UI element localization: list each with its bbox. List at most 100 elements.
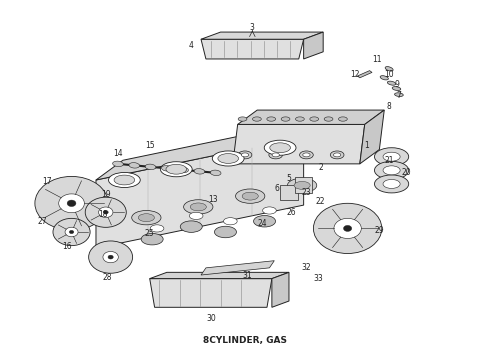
Ellipse shape (339, 117, 347, 121)
Ellipse shape (145, 164, 156, 170)
Text: 8CYLINDER, GAS: 8CYLINDER, GAS (203, 336, 287, 345)
Ellipse shape (374, 161, 409, 179)
Circle shape (343, 225, 352, 231)
Ellipse shape (238, 151, 252, 159)
Text: 15: 15 (145, 141, 154, 150)
Circle shape (314, 203, 382, 253)
Polygon shape (233, 125, 365, 164)
Circle shape (89, 241, 133, 273)
Polygon shape (150, 279, 272, 307)
Ellipse shape (190, 203, 206, 211)
Text: 13: 13 (208, 195, 218, 204)
Ellipse shape (269, 151, 283, 159)
Circle shape (35, 176, 108, 230)
Ellipse shape (212, 151, 244, 166)
Text: 8: 8 (387, 102, 392, 111)
Text: 18: 18 (98, 210, 108, 219)
Ellipse shape (129, 163, 140, 168)
Polygon shape (201, 39, 304, 59)
Ellipse shape (374, 148, 409, 166)
Ellipse shape (385, 67, 393, 71)
Circle shape (108, 255, 113, 259)
Text: 9: 9 (394, 81, 399, 90)
Ellipse shape (281, 117, 290, 121)
Circle shape (103, 211, 108, 214)
Ellipse shape (113, 161, 123, 167)
Circle shape (65, 227, 78, 237)
Ellipse shape (380, 76, 389, 80)
Ellipse shape (184, 200, 213, 214)
Text: 22: 22 (316, 197, 325, 206)
Text: 12: 12 (350, 70, 360, 79)
Circle shape (59, 194, 84, 213)
Text: 14: 14 (113, 149, 123, 158)
Text: 7: 7 (396, 91, 401, 100)
Ellipse shape (330, 151, 344, 159)
Circle shape (67, 200, 76, 207)
Polygon shape (150, 273, 289, 279)
Ellipse shape (264, 140, 296, 155)
Bar (280, 185, 298, 201)
Polygon shape (272, 273, 289, 307)
Text: 1: 1 (364, 141, 368, 150)
Polygon shape (357, 71, 372, 78)
Ellipse shape (210, 170, 221, 176)
Ellipse shape (303, 153, 310, 157)
Ellipse shape (166, 165, 187, 174)
Ellipse shape (310, 117, 318, 121)
Bar (295, 177, 313, 193)
Ellipse shape (150, 225, 164, 232)
Ellipse shape (189, 212, 203, 220)
Ellipse shape (108, 172, 140, 188)
Text: 5: 5 (287, 174, 292, 183)
Text: 29: 29 (374, 226, 384, 235)
Ellipse shape (324, 117, 333, 121)
Circle shape (53, 219, 90, 246)
Circle shape (69, 230, 74, 234)
Ellipse shape (299, 151, 313, 159)
Text: 21: 21 (384, 156, 394, 165)
Ellipse shape (242, 192, 258, 200)
Ellipse shape (236, 189, 265, 203)
Ellipse shape (263, 207, 276, 214)
Text: 17: 17 (42, 177, 52, 186)
Ellipse shape (218, 154, 239, 163)
Ellipse shape (162, 166, 172, 171)
Text: 23: 23 (301, 188, 311, 197)
Ellipse shape (223, 218, 237, 225)
Ellipse shape (383, 180, 400, 188)
Text: 31: 31 (243, 270, 252, 279)
Circle shape (98, 207, 113, 217)
Ellipse shape (383, 152, 400, 161)
Polygon shape (96, 117, 331, 180)
Ellipse shape (270, 143, 291, 153)
Ellipse shape (132, 211, 161, 225)
Ellipse shape (194, 168, 205, 174)
Ellipse shape (114, 175, 135, 185)
Ellipse shape (242, 153, 248, 157)
Text: 3: 3 (250, 23, 255, 32)
Ellipse shape (295, 117, 304, 121)
Ellipse shape (160, 162, 192, 177)
Ellipse shape (215, 226, 237, 238)
Ellipse shape (252, 117, 261, 121)
Ellipse shape (383, 166, 400, 175)
Text: 10: 10 (384, 70, 394, 79)
Ellipse shape (288, 178, 317, 193)
Ellipse shape (374, 175, 409, 193)
Ellipse shape (253, 216, 275, 227)
Ellipse shape (334, 153, 341, 157)
Text: 16: 16 (62, 242, 72, 251)
Text: 4: 4 (189, 41, 194, 50)
Ellipse shape (178, 167, 189, 172)
Circle shape (334, 219, 361, 238)
Text: 20: 20 (401, 168, 411, 177)
Text: 6: 6 (274, 184, 279, 193)
Text: 2: 2 (318, 163, 323, 172)
Text: 32: 32 (301, 264, 311, 273)
Ellipse shape (388, 81, 396, 85)
Polygon shape (201, 32, 323, 39)
Text: 28: 28 (102, 273, 112, 282)
Polygon shape (201, 261, 274, 275)
Ellipse shape (238, 117, 247, 121)
